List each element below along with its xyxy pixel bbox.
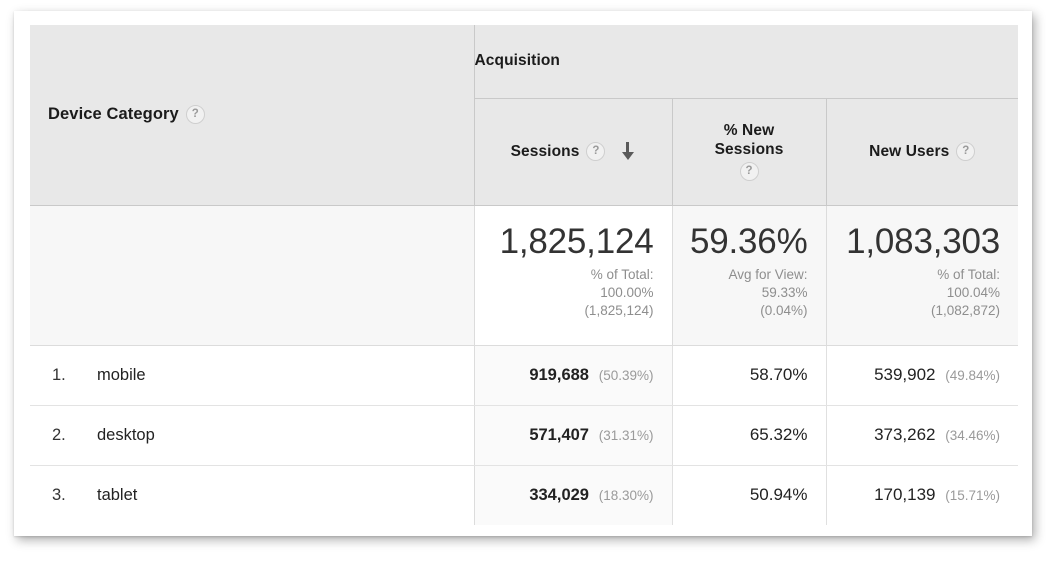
row-sessions-value: 334,029 — [529, 486, 589, 505]
row-sessions-pct: (50.39%) — [598, 368, 654, 383]
row-new-users-pct: (15.71%) — [945, 488, 1001, 504]
summary-pct-new-sessions-inner: 59.36% Avg for View: 59.33% (0.04%) — [673, 206, 826, 321]
row-sessions-value: 919,688 — [529, 366, 589, 384]
column-header-sessions[interactable]: Sessions ? — [474, 98, 672, 206]
device-category-table: Device Category ? Acquisition Sessions ? — [30, 25, 1019, 525]
report-card: Device Category ? Acquisition Sessions ? — [14, 11, 1032, 536]
sessions-header-inner: Sessions ? — [475, 141, 672, 162]
table-header: Device Category ? Acquisition Sessions ? — [30, 25, 1019, 206]
row-new-users-inner: 170,139 (15.71%) — [827, 485, 1019, 505]
dimension-header-label: Device Category — [48, 105, 179, 124]
row-sessions-pct: (18.30%) — [598, 488, 654, 504]
row-pct-new-sessions-value: 58.70% — [749, 365, 808, 384]
row-new-users-pct: (49.84%) — [945, 368, 1001, 383]
summary-sessions-value: 1,825,124 — [499, 221, 654, 261]
row-sessions-inner: 571,407 (31.31%) — [475, 425, 672, 445]
summary-new-users-sub: % of Total: 100.04% (1,082,872) — [837, 266, 1001, 321]
summary-sessions-sub: % of Total: 100.00% (1,825,124) — [485, 266, 654, 321]
summary-sessions-cell: 1,825,124 % of Total: 100.00% (1,825,124… — [474, 205, 672, 346]
summary-new-users-cell: 1,083,303 % of Total: 100.04% (1,082,872… — [825, 205, 1019, 346]
row-new-users-cell: 373,262 (34.46%) — [825, 405, 1019, 466]
summary-row: 1,825,124 % of Total: 100.00% (1,825,124… — [30, 205, 1019, 346]
summary-sessions-sub-paren: (1,825,124) — [584, 302, 654, 318]
row-new-users-pct: (34.46%) — [945, 428, 1001, 443]
row-pct-new-sessions-inner: 58.70% — [673, 365, 826, 385]
summary-new-users-inner: 1,083,303 % of Total: 100.04% (1,082,872… — [827, 206, 1019, 321]
row-dimension-cell: 2. desktop — [30, 405, 475, 466]
summary-sessions-sub-value: 100.00% — [600, 284, 654, 300]
row-label[interactable]: tablet — [97, 485, 138, 504]
row-new-users-value: 170,139 — [874, 485, 936, 505]
help-icon[interactable]: ? — [185, 105, 205, 125]
summary-pct-new-sessions-cell: 59.36% Avg for View: 59.33% (0.04%) — [671, 205, 826, 346]
summary-pct-new-sessions-sub-paren: (0.04%) — [760, 302, 808, 318]
row-new-users-value: 539,902 — [874, 365, 936, 384]
summary-pct-new-sessions-sub-label: Avg for View: — [728, 266, 808, 282]
row-pct-new-sessions-cell: 65.32% — [671, 405, 826, 466]
summary-new-users-sub-value: 100.04% — [946, 284, 1001, 300]
row-pct-new-sessions-cell: 50.94% — [671, 465, 826, 525]
summary-sessions-sub-label: % of Total: — [590, 266, 654, 282]
row-pct-new-sessions-value: 65.32% — [749, 425, 808, 444]
new-users-header-inner: New Users ? — [827, 142, 1019, 161]
row-new-users-cell: 170,139 (15.71%) — [825, 465, 1019, 525]
summary-new-users-value: 1,083,303 — [846, 221, 1001, 261]
row-pct-new-sessions-cell: 58.70% — [671, 345, 826, 406]
row-index: 1. — [52, 365, 66, 384]
table-row[interactable]: 1. mobile 919,688 (50.39%) 58.70% — [30, 345, 1019, 406]
row-new-users-inner: 373,262 (34.46%) — [827, 425, 1019, 445]
row-sessions-pct: (31.31%) — [598, 428, 654, 443]
row-dimension-inner: 1. mobile — [30, 366, 474, 385]
column-header-pct-new-sessions[interactable]: % New Sessions ? — [671, 98, 826, 206]
row-sessions-cell: 334,029 (18.30%) — [474, 465, 672, 525]
row-dimension-cell: 1. mobile — [30, 345, 475, 406]
sessions-header-label: Sessions — [510, 142, 580, 160]
help-icon[interactable]: ? — [586, 142, 606, 161]
pct-new-sessions-header-inner: % New Sessions ? — [673, 122, 826, 181]
pct-new-sessions-header-label: % New Sessions — [714, 122, 784, 158]
row-sessions-cell: 919,688 (50.39%) — [474, 345, 672, 406]
acquisition-group-header: Acquisition — [474, 25, 1019, 99]
row-sessions-inner: 334,029 (18.30%) — [475, 485, 672, 505]
summary-dimension-cell — [30, 205, 475, 346]
dimension-header-inner: Device Category ? — [30, 105, 474, 125]
table-body: 1,825,124 % of Total: 100.00% (1,825,124… — [30, 205, 1019, 525]
acquisition-group-label: Acquisition — [474, 52, 560, 70]
dimension-header-cell[interactable]: Device Category ? — [30, 25, 475, 206]
column-header-new-users[interactable]: New Users ? — [825, 98, 1019, 206]
summary-pct-new-sessions-sub: Avg for View: 59.33% (0.04%) — [683, 266, 808, 321]
summary-pct-new-sessions-sub-value: 59.33% — [761, 284, 808, 300]
new-users-header-label: New Users — [869, 142, 950, 160]
summary-new-users-sub-label: % of Total: — [937, 266, 1001, 282]
summary-new-users-sub-paren: (1,082,872) — [930, 302, 1001, 318]
row-dimension-inner: 3. tablet — [30, 486, 474, 505]
row-dimension-inner: 2. desktop — [30, 426, 474, 445]
row-sessions-value: 571,407 — [529, 426, 589, 444]
table-row[interactable]: 2. desktop 571,407 (31.31%) 65.32% — [30, 405, 1019, 466]
row-label[interactable]: desktop — [97, 425, 155, 444]
row-sessions-inner: 919,688 (50.39%) — [475, 365, 672, 385]
table-row[interactable]: 3. tablet 334,029 (18.30%) 50.94% — [30, 465, 1019, 525]
row-pct-new-sessions-value: 50.94% — [749, 485, 808, 505]
row-label[interactable]: mobile — [97, 365, 146, 384]
help-icon[interactable]: ? — [956, 142, 976, 161]
row-pct-new-sessions-inner: 50.94% — [673, 485, 826, 505]
summary-pct-new-sessions-value: 59.36% — [689, 221, 808, 261]
help-icon[interactable]: ? — [739, 161, 759, 181]
summary-sessions-inner: 1,825,124 % of Total: 100.00% (1,825,124… — [475, 206, 672, 321]
row-index: 3. — [52, 485, 66, 504]
row-pct-new-sessions-inner: 65.32% — [673, 425, 826, 445]
row-new-users-inner: 539,902 (49.84%) — [827, 365, 1019, 385]
row-sessions-cell: 571,407 (31.31%) — [474, 405, 672, 466]
sort-arrow-down-icon[interactable] — [621, 141, 635, 162]
row-new-users-cell: 539,902 (49.84%) — [825, 345, 1019, 406]
row-new-users-value: 373,262 — [874, 425, 936, 444]
row-dimension-cell: 3. tablet — [30, 465, 475, 525]
row-index: 2. — [52, 425, 66, 444]
